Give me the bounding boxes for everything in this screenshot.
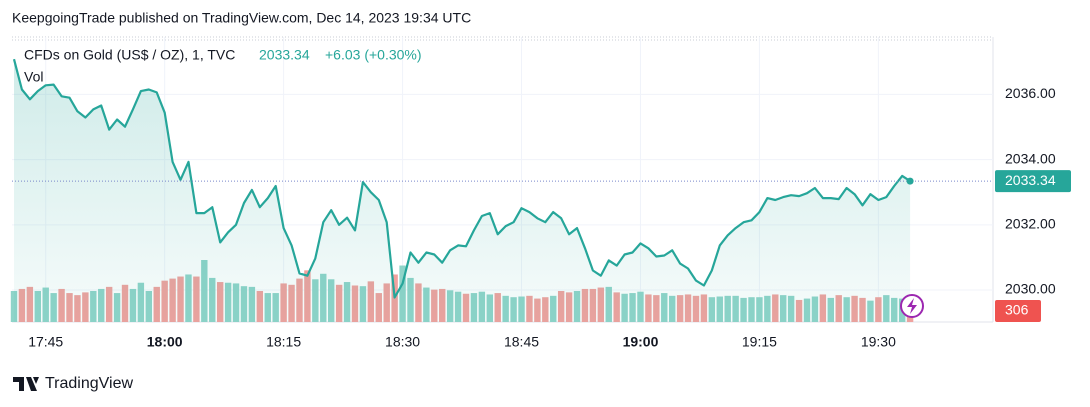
logo-mark [13,377,39,391]
price-area [14,59,911,322]
y-tick-label: 2030.00 [1005,281,1056,297]
symbol: CFDs on Gold (US$ / OZ), 1, TVC [24,47,235,63]
last-point [906,177,914,185]
legend-change: +6.03 (+0.30%) [325,47,422,63]
price-tag [995,170,1071,193]
x-tick-label: 19:00 [623,334,659,350]
header: KeepgoingTrade published on TradingView.… [12,10,471,26]
y-tick-label: 2034.00 [1005,150,1056,166]
alert-bolt [907,298,917,314]
x-tick-label: 19:30 [861,334,896,350]
footer: TradingView [45,375,133,392]
price-tag-label: 2033.34 [1005,172,1056,188]
x-tick-label: 17:45 [28,334,63,350]
logo [13,377,39,391]
y-tick-label: 2036.00 [1005,85,1056,101]
x-tick-label: 18:45 [504,334,539,350]
volume-tag [995,300,1041,322]
x-tick-label: 18:15 [266,334,301,350]
x-tick-label: 18:30 [385,334,420,350]
y-tick-label: 2032.00 [1005,216,1056,232]
legend-price: 2033.34 [259,47,310,63]
x-tick-label: 18:00 [147,334,183,350]
x-tick-label: 19:15 [742,334,777,350]
price-line [12,58,911,299]
volume-tag-label: 306 [1005,302,1029,318]
volume-legend: Vol [24,69,43,85]
